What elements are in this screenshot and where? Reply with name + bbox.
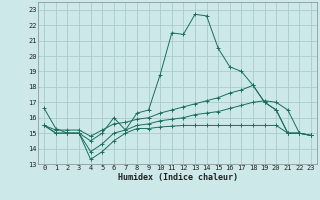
X-axis label: Humidex (Indice chaleur): Humidex (Indice chaleur) (118, 173, 238, 182)
